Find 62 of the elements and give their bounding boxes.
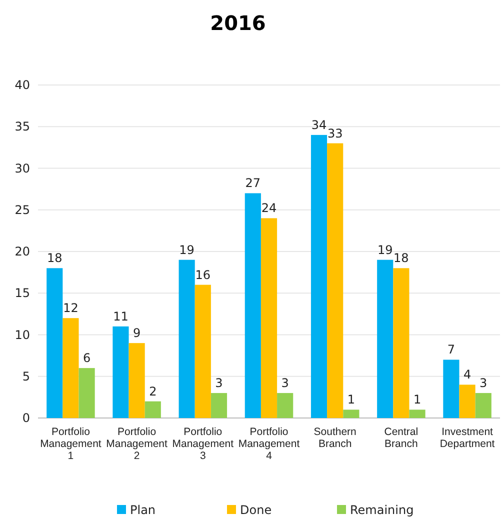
- data-label: 11: [113, 309, 128, 324]
- data-label: 33: [327, 126, 343, 140]
- bar: [343, 410, 360, 418]
- y-tick-label: 15: [14, 286, 30, 300]
- bar: [244, 193, 261, 418]
- y-tick-label: 35: [14, 120, 30, 134]
- bar: [475, 393, 492, 418]
- bar: [393, 268, 410, 418]
- bar: [128, 343, 145, 418]
- data-label: 34: [311, 118, 327, 132]
- data-label: 12: [63, 301, 78, 316]
- bar: [46, 268, 63, 418]
- x-tick-label: Southern Branch: [314, 426, 357, 450]
- data-label: 19: [179, 242, 194, 257]
- y-tick-label: 25: [14, 202, 30, 217]
- bar: [459, 384, 476, 418]
- bar: [194, 284, 211, 418]
- data-label: 16: [195, 268, 211, 282]
- bar: [260, 218, 278, 418]
- bar: [277, 393, 294, 418]
- data-label: 19: [377, 242, 393, 257]
- x-tick-label: Portfolio Management 4: [238, 426, 300, 462]
- y-tick-label: 10: [14, 328, 30, 342]
- data-label: 1: [347, 392, 355, 407]
- legend-label: Remaining: [350, 503, 414, 517]
- x-tick-label: Portfolio Management 1: [40, 426, 102, 462]
- data-label: 4: [463, 368, 472, 382]
- data-label: 2: [149, 384, 157, 398]
- bar: [62, 318, 79, 418]
- data-label: 18: [394, 251, 409, 266]
- data-label: 9: [132, 326, 141, 340]
- bar: [178, 260, 195, 418]
- y-tick-label: 0: [22, 411, 30, 425]
- bar: [112, 326, 129, 418]
- data-label: 3: [480, 376, 488, 390]
- bar: [377, 260, 394, 418]
- data-label: 3: [281, 376, 289, 390]
- data-label: 1: [413, 392, 422, 407]
- y-tick-label: 30: [14, 161, 30, 176]
- bar: [327, 143, 344, 418]
- data-label: 3: [215, 376, 223, 390]
- data-label: 24: [261, 201, 277, 216]
- data-label: 7: [447, 342, 456, 357]
- x-tick-label: Portfolio Management 3: [172, 426, 234, 462]
- data-label: 18: [46, 251, 62, 266]
- chart-title: 2016: [210, 11, 266, 35]
- x-tick-label: Central Branch: [384, 426, 418, 450]
- bar: [443, 360, 460, 418]
- y-tick-label: 40: [14, 78, 30, 92]
- legend-label: Plan: [130, 503, 156, 517]
- data-label: 6: [82, 351, 91, 366]
- x-tick-label: Investment Department: [440, 426, 495, 450]
- bar: [78, 368, 95, 418]
- legend-label: Done: [240, 503, 272, 517]
- bar: [210, 393, 228, 418]
- bar: [310, 134, 328, 418]
- y-tick-label: 20: [14, 244, 30, 258]
- y-tick-label: 5: [22, 369, 30, 384]
- bar: [144, 401, 161, 418]
- bar: [409, 410, 426, 418]
- x-tick-label: Portfolio Management 2: [106, 426, 168, 462]
- data-label: 27: [245, 176, 261, 190]
